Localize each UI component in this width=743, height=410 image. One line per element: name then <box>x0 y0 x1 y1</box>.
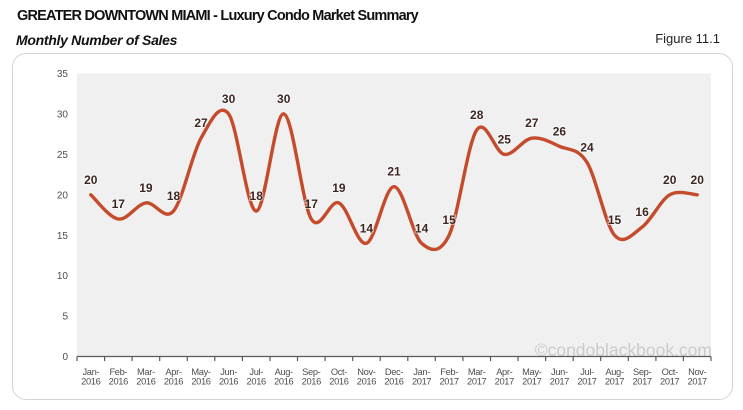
svg-text:27: 27 <box>194 116 208 130</box>
svg-text:©condoblackbook.com: ©condoblackbook.com <box>535 340 712 360</box>
svg-text:2016: 2016 <box>164 377 183 387</box>
svg-text:2017: 2017 <box>467 377 486 387</box>
svg-text:2017: 2017 <box>522 377 541 387</box>
svg-text:2016: 2016 <box>191 377 210 387</box>
svg-text:Oct-: Oct- <box>331 367 347 377</box>
svg-text:15: 15 <box>57 231 69 242</box>
svg-text:20: 20 <box>84 173 98 187</box>
svg-text:14: 14 <box>360 221 374 235</box>
svg-text:28: 28 <box>470 108 484 122</box>
svg-text:Aug-: Aug- <box>605 367 623 377</box>
svg-text:Aug-: Aug- <box>275 367 293 377</box>
svg-text:2017: 2017 <box>495 377 514 387</box>
svg-text:21: 21 <box>387 165 401 179</box>
svg-text:30: 30 <box>57 110 69 121</box>
svg-text:2016: 2016 <box>81 377 100 387</box>
svg-text:16: 16 <box>635 205 649 219</box>
svg-text:Nov-: Nov- <box>357 367 375 377</box>
svg-text:Feb-: Feb- <box>440 367 458 377</box>
svg-text:5: 5 <box>62 312 68 323</box>
svg-text:2016: 2016 <box>302 377 321 387</box>
svg-text:Oct-: Oct- <box>662 367 678 377</box>
svg-text:20: 20 <box>691 173 705 187</box>
svg-text:35: 35 <box>57 69 69 80</box>
svg-text:2017: 2017 <box>577 377 596 387</box>
svg-text:18: 18 <box>250 189 264 203</box>
svg-text:Mar-: Mar- <box>137 367 155 377</box>
svg-text:20: 20 <box>663 173 677 187</box>
svg-text:25: 25 <box>57 150 69 161</box>
svg-text:May-: May- <box>191 367 211 377</box>
svg-text:2017: 2017 <box>660 377 679 387</box>
svg-text:Apr-: Apr- <box>496 367 512 377</box>
svg-text:17: 17 <box>305 197 319 211</box>
svg-text:Feb-: Feb- <box>109 367 127 377</box>
svg-text:Sep-: Sep- <box>633 367 651 377</box>
svg-text:0: 0 <box>62 352 68 363</box>
svg-text:2017: 2017 <box>412 377 431 387</box>
svg-text:10: 10 <box>57 271 69 282</box>
svg-text:Sep-: Sep- <box>302 367 320 377</box>
svg-text:15: 15 <box>608 213 622 227</box>
svg-text:26: 26 <box>553 124 567 138</box>
svg-text:Jan-: Jan- <box>413 367 430 377</box>
svg-text:2017: 2017 <box>688 377 707 387</box>
svg-text:15: 15 <box>442 213 456 227</box>
svg-text:2017: 2017 <box>550 377 569 387</box>
svg-text:2016: 2016 <box>247 377 266 387</box>
svg-text:2016: 2016 <box>329 377 348 387</box>
svg-text:17: 17 <box>112 197 126 211</box>
svg-text:18: 18 <box>167 189 181 203</box>
svg-text:19: 19 <box>332 181 346 195</box>
svg-text:19: 19 <box>139 181 153 195</box>
svg-text:25: 25 <box>498 132 512 146</box>
svg-text:2016: 2016 <box>109 377 128 387</box>
svg-text:2017: 2017 <box>439 377 458 387</box>
svg-text:2017: 2017 <box>605 377 624 387</box>
svg-text:2016: 2016 <box>357 377 376 387</box>
svg-text:Jan-: Jan- <box>82 367 99 377</box>
svg-text:Mar-: Mar- <box>468 367 486 377</box>
svg-text:24: 24 <box>580 140 594 154</box>
svg-text:Dec-: Dec- <box>385 367 403 377</box>
svg-text:2016: 2016 <box>136 377 155 387</box>
svg-text:30: 30 <box>222 92 236 106</box>
svg-text:2016: 2016 <box>274 377 293 387</box>
svg-text:2017: 2017 <box>632 377 651 387</box>
svg-text:20: 20 <box>57 190 69 201</box>
svg-text:Nov-: Nov- <box>688 367 706 377</box>
svg-text:Jun-: Jun- <box>220 367 237 377</box>
svg-text:Jul-: Jul- <box>249 367 263 377</box>
svg-text:2016: 2016 <box>384 377 403 387</box>
svg-text:27: 27 <box>525 116 539 130</box>
svg-text:May-: May- <box>522 367 542 377</box>
svg-text:Jul-: Jul- <box>580 367 594 377</box>
svg-text:2016: 2016 <box>219 377 238 387</box>
svg-text:Apr-: Apr- <box>165 367 181 377</box>
svg-text:Jun-: Jun- <box>551 367 568 377</box>
svg-text:14: 14 <box>415 221 429 235</box>
svg-text:30: 30 <box>277 92 291 106</box>
